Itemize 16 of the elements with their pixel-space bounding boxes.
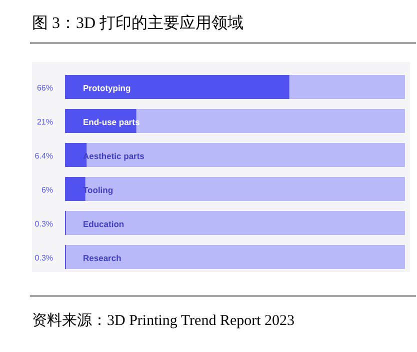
data-label: 6.4% — [34, 152, 53, 160]
y-tick-label: Education — [83, 219, 124, 229]
bar — [65, 75, 290, 99]
bar — [66, 211, 405, 235]
y-tick-label: Research — [83, 253, 122, 263]
data-label: 21% — [36, 118, 53, 126]
data-label: 0.3% — [34, 220, 53, 228]
y-tick-label: Prototyping — [83, 83, 131, 93]
bar — [66, 245, 405, 269]
data-label: 6% — [41, 186, 53, 194]
data-label: 66% — [36, 84, 53, 92]
data-label: 0.3% — [34, 254, 53, 262]
bar — [85, 177, 405, 201]
bar — [289, 75, 405, 99]
text: 资料来源：3D Printing Trend Report 2023 — [32, 312, 295, 329]
chart-title: 图 3：3D 打印的主要应用领域 — [32, 14, 244, 32]
